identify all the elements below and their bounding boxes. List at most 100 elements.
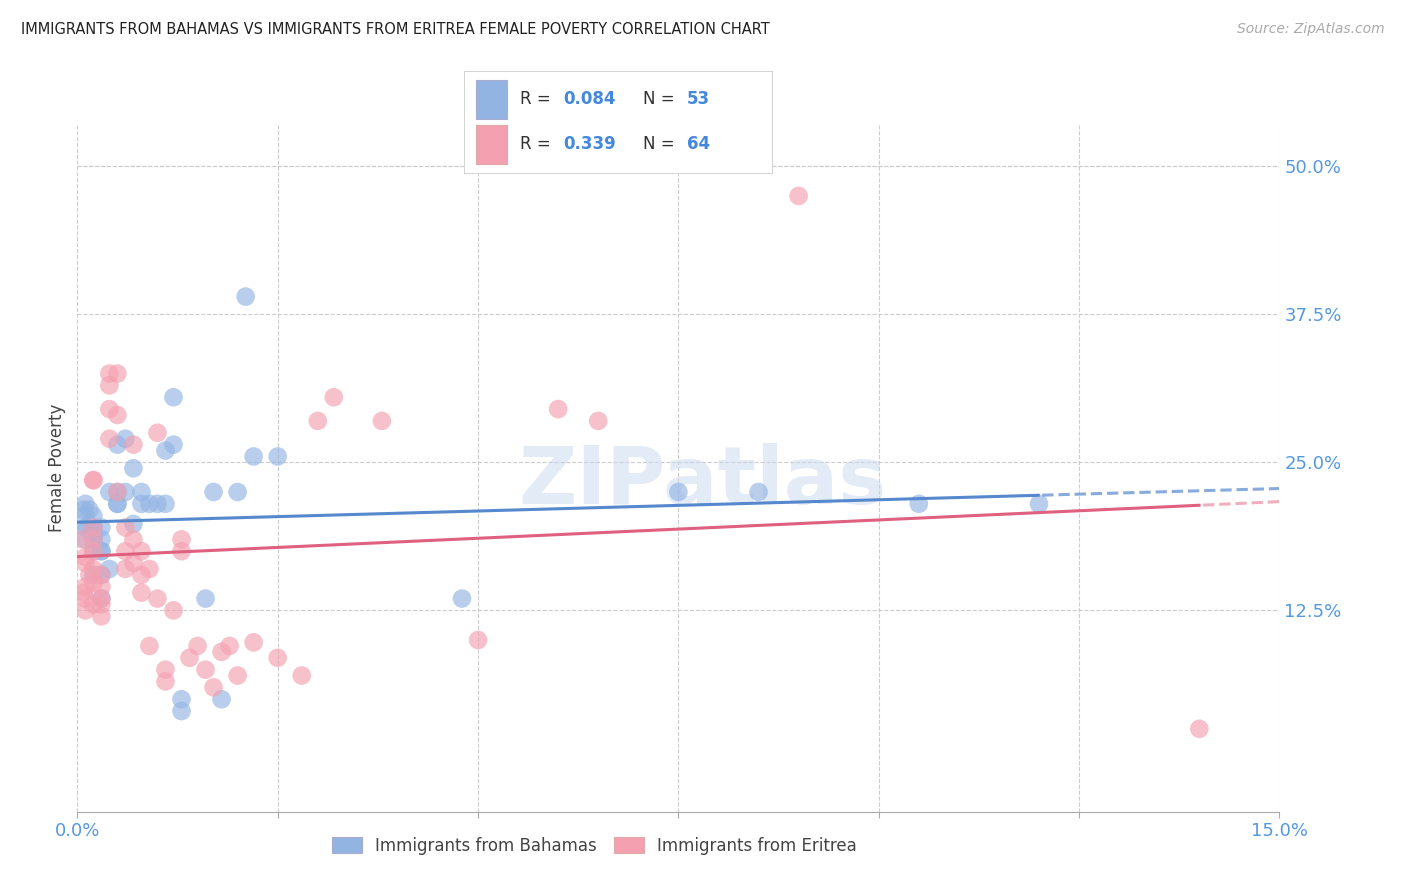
Point	[82, 598, 104, 612]
Point	[242, 635, 264, 649]
Point	[787, 189, 810, 203]
Point	[82, 544, 104, 558]
Point	[82, 544, 104, 558]
Point	[162, 437, 184, 451]
Point	[122, 556, 145, 570]
Text: R =: R =	[520, 90, 555, 108]
Text: 0.084: 0.084	[562, 90, 616, 108]
Point	[235, 289, 257, 303]
Point	[82, 533, 104, 547]
Point	[131, 567, 153, 582]
Point	[90, 544, 112, 558]
Point	[267, 450, 290, 464]
Point	[122, 437, 145, 451]
FancyBboxPatch shape	[464, 71, 773, 174]
Point	[90, 591, 112, 606]
Point	[75, 533, 97, 547]
Point	[90, 591, 112, 606]
Point	[211, 645, 233, 659]
Point	[170, 544, 193, 558]
Bar	[477, 79, 508, 119]
Point	[114, 544, 136, 558]
Point	[748, 485, 770, 500]
Point	[82, 562, 104, 576]
Point	[90, 567, 112, 582]
Point	[107, 437, 129, 451]
Point	[98, 432, 121, 446]
Point	[82, 473, 104, 487]
Point	[114, 520, 136, 534]
Legend: Immigrants from Bahamas, Immigrants from Eritrea: Immigrants from Bahamas, Immigrants from…	[325, 830, 863, 862]
Point	[98, 485, 121, 500]
Point	[322, 390, 344, 404]
Point	[107, 485, 129, 500]
Point	[107, 497, 129, 511]
Point	[122, 533, 145, 547]
Point	[75, 603, 97, 617]
Point	[98, 378, 121, 392]
Text: 0.339: 0.339	[562, 136, 616, 153]
Point	[107, 485, 129, 500]
Point	[131, 585, 153, 599]
Point	[90, 544, 112, 558]
Point	[73, 585, 96, 599]
Point	[75, 591, 97, 606]
Point	[194, 591, 217, 606]
Point	[75, 580, 97, 594]
Point	[82, 567, 104, 582]
Point	[114, 485, 136, 500]
Point	[90, 609, 112, 624]
Point	[291, 668, 314, 682]
Point	[226, 668, 249, 682]
Point	[202, 681, 225, 695]
Point	[73, 502, 96, 516]
Point	[75, 520, 97, 534]
Point	[547, 402, 569, 417]
Text: R =: R =	[520, 136, 555, 153]
Point	[218, 639, 240, 653]
Point	[98, 402, 121, 417]
Point	[122, 516, 145, 531]
Text: IMMIGRANTS FROM BAHAMAS VS IMMIGRANTS FROM ERITREA FEMALE POVERTY CORRELATION CH: IMMIGRANTS FROM BAHAMAS VS IMMIGRANTS FR…	[21, 22, 770, 37]
Point	[451, 591, 474, 606]
Point	[114, 562, 136, 576]
Point	[107, 367, 129, 381]
Point	[131, 485, 153, 500]
Point	[114, 432, 136, 446]
Bar	[477, 125, 508, 163]
Point	[90, 598, 112, 612]
Point	[75, 497, 97, 511]
Point	[146, 591, 169, 606]
Text: N =: N =	[644, 136, 681, 153]
Point	[588, 414, 610, 428]
Point	[90, 520, 112, 534]
Point	[98, 367, 121, 381]
Point	[76, 520, 98, 534]
Point	[307, 414, 329, 428]
Point	[75, 550, 97, 565]
Point	[82, 520, 104, 534]
Point	[267, 650, 290, 665]
Text: N =: N =	[644, 90, 681, 108]
Point	[162, 390, 184, 404]
Point	[146, 425, 169, 440]
Point	[211, 692, 233, 706]
Point	[70, 533, 93, 547]
Point	[155, 443, 177, 458]
Point	[90, 533, 112, 547]
Point	[202, 485, 225, 500]
Point	[226, 485, 249, 500]
Text: 64: 64	[686, 136, 710, 153]
Point	[162, 603, 184, 617]
Point	[155, 663, 177, 677]
Point	[371, 414, 394, 428]
Point	[90, 580, 112, 594]
Y-axis label: Female Poverty: Female Poverty	[48, 404, 66, 533]
Point	[138, 497, 160, 511]
Point	[75, 508, 97, 523]
Point	[75, 556, 97, 570]
Point	[82, 520, 104, 534]
Point	[170, 692, 193, 706]
Point	[179, 650, 201, 665]
Point	[107, 497, 129, 511]
